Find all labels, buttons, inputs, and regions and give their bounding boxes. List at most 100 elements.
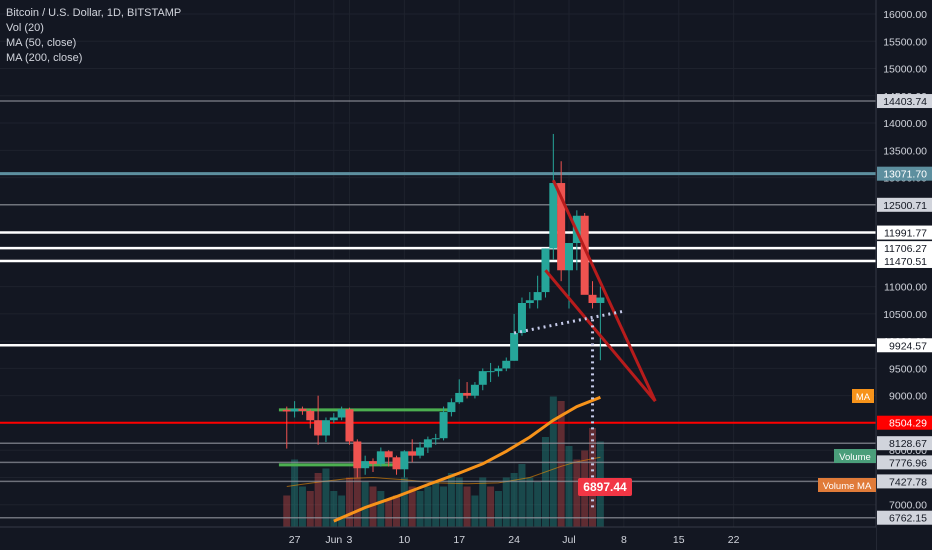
- volume-ma-tag[interactable]: [818, 478, 876, 492]
- volume-bar: [565, 446, 573, 527]
- candle-body[interactable]: [510, 332, 519, 361]
- volume-bar: [338, 495, 346, 527]
- x-tick-label: Jun: [325, 534, 342, 546]
- candle-body[interactable]: [423, 439, 432, 448]
- candle-body[interactable]: [376, 451, 385, 464]
- level-price-tag: [877, 338, 932, 353]
- volume-bar: [322, 468, 330, 527]
- x-tick-label: 8: [621, 534, 627, 546]
- level-price-label: 11991.77: [884, 228, 927, 240]
- candle-body[interactable]: [494, 368, 503, 372]
- level-price-tag: [877, 166, 932, 181]
- volume-bar: [283, 495, 291, 527]
- candle-body[interactable]: [314, 420, 323, 436]
- level-price-tag: [877, 415, 932, 430]
- volume-bar: [502, 477, 510, 527]
- candle-body[interactable]: [345, 409, 354, 442]
- candle-body[interactable]: [400, 451, 409, 470]
- candle-body[interactable]: [478, 371, 487, 385]
- legend-ma200[interactable]: MA (200, close): [6, 52, 83, 64]
- volume-bar: [487, 486, 495, 527]
- ma-line[interactable]: [333, 395, 601, 523]
- candle-body[interactable]: [588, 294, 597, 303]
- volume-bar: [377, 491, 385, 527]
- candle-body[interactable]: [384, 451, 393, 458]
- x-tick-label: 3: [347, 534, 353, 546]
- candle-body[interactable]: [557, 183, 566, 271]
- candle-body[interactable]: [431, 438, 440, 440]
- x-tick-label: 15: [673, 534, 685, 546]
- y-tick-label: 9500.00: [889, 363, 927, 375]
- candle-body[interactable]: [502, 360, 511, 369]
- candle-body[interactable]: [463, 392, 472, 396]
- dotted-line[interactable]: [513, 309, 625, 335]
- volume-bar: [534, 482, 542, 527]
- trend-line[interactable]: [551, 179, 657, 402]
- x-tick-label: Jul: [562, 534, 575, 546]
- candle-body[interactable]: [533, 292, 542, 301]
- x-tick-label: 22: [728, 534, 740, 546]
- candle-body[interactable]: [298, 408, 307, 411]
- last-price-badge[interactable]: [578, 478, 632, 496]
- candle-body[interactable]: [439, 412, 448, 439]
- y-tick-label: 10500.00: [883, 309, 927, 321]
- candle-body[interactable]: [447, 402, 456, 413]
- level-price-label: 8128.67: [889, 438, 927, 450]
- volume-bar: [526, 477, 534, 527]
- level-price-tag: [877, 455, 932, 470]
- candle-body[interactable]: [353, 441, 362, 469]
- candle-body[interactable]: [470, 384, 479, 396]
- candle-body[interactable]: [596, 297, 605, 303]
- candle-body[interactable]: [525, 300, 534, 303]
- ma-tag[interactable]: [852, 389, 874, 403]
- legend-vol[interactable]: Vol (20): [6, 22, 44, 34]
- volume-bar: [345, 477, 353, 527]
- candle-body[interactable]: [549, 183, 558, 249]
- y-tick-label: 15000.00: [883, 64, 927, 76]
- volume-bar: [447, 473, 455, 527]
- level-price-label: 11706.27: [884, 243, 927, 255]
- level-price-label: 9924.57: [889, 340, 927, 352]
- candle-body[interactable]: [361, 461, 370, 469]
- candle-body[interactable]: [290, 408, 299, 412]
- volume-bar: [589, 428, 597, 527]
- x-tick-label: 27: [289, 534, 301, 546]
- candle-body[interactable]: [455, 392, 464, 403]
- volume-bar: [298, 486, 306, 527]
- candle-body[interactable]: [369, 461, 377, 464]
- trend-line[interactable]: [544, 269, 657, 403]
- volume-tag[interactable]: [834, 449, 876, 463]
- legend-ma50[interactable]: MA (50, close): [6, 37, 77, 49]
- level-price-tag: [877, 241, 932, 256]
- volume-bar: [361, 482, 369, 527]
- candle-body[interactable]: [306, 410, 315, 421]
- candle-body[interactable]: [416, 447, 425, 456]
- candle-body[interactable]: [580, 215, 589, 295]
- candle-body[interactable]: [392, 457, 401, 470]
- volume-bar: [518, 464, 526, 527]
- last-price-label: 6897.44: [583, 480, 627, 494]
- y-tick-label: 15500.00: [883, 36, 927, 48]
- candle-body[interactable]: [329, 417, 338, 421]
- volume-bar: [330, 491, 338, 527]
- level-price-tag: [877, 94, 932, 109]
- candle-body[interactable]: [565, 243, 573, 271]
- level-price-tag: [877, 197, 932, 212]
- volume-bar: [353, 450, 361, 527]
- candle-body[interactable]: [282, 409, 291, 412]
- ma-tag-label: MA: [856, 392, 871, 403]
- level-price-tag: [877, 510, 932, 525]
- x-tick-label: 17: [453, 534, 465, 546]
- volume-bar: [440, 486, 448, 527]
- x-tick-label: 24: [508, 534, 520, 546]
- candle-body[interactable]: [486, 371, 495, 373]
- candle-body[interactable]: [408, 451, 417, 456]
- candle-body[interactable]: [321, 420, 330, 436]
- candle-body[interactable]: [517, 302, 526, 333]
- volume-ma-tag-label: Volume MA: [823, 481, 872, 492]
- level-price-label: 6762.15: [889, 513, 927, 525]
- candle-body[interactable]: [337, 409, 346, 418]
- time-axis: [0, 527, 876, 550]
